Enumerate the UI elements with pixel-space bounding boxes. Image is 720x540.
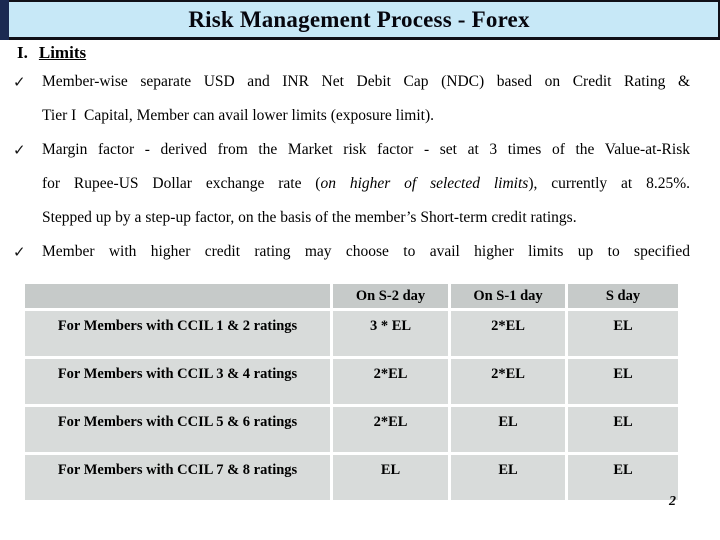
checkmark-icon: ✓ bbox=[13, 141, 26, 159]
bullet-text-line: Margin factor - derived from the Market … bbox=[42, 141, 690, 158]
title-bar: Risk Management Process - Forex bbox=[0, 0, 720, 40]
slide-title: Risk Management Process - Forex bbox=[188, 7, 530, 32]
value-cell: 2*EL bbox=[451, 359, 565, 404]
bullet-item-ndc: ✓ Member-wise separate USD and INR Net D… bbox=[0, 65, 690, 133]
value-cell: EL bbox=[568, 311, 678, 356]
text-segment: for Rupee-US Dollar exchange rate ( bbox=[42, 175, 321, 192]
bullet-list: ✓ Member-wise separate USD and INR Net D… bbox=[0, 65, 690, 269]
limits-table: On S-2 day On S-1 day S day For Members … bbox=[22, 281, 681, 503]
row-label-cell: For Members with CCIL 1 & 2 ratings bbox=[25, 311, 330, 356]
bullet-text-line: Member-wise separate USD and INR Net Deb… bbox=[42, 73, 690, 90]
row-label-cell: For Members with CCIL 3 & 4 ratings bbox=[25, 359, 330, 404]
value-cell: EL bbox=[568, 455, 678, 500]
value-cell: EL bbox=[568, 359, 678, 404]
table-row: For Members with CCIL 7 & 8 ratings EL E… bbox=[25, 455, 678, 500]
value-cell: 3 * EL bbox=[333, 311, 448, 356]
value-cell: EL bbox=[451, 455, 565, 500]
checkmark-icon: ✓ bbox=[13, 73, 26, 91]
bullet-item-higher-limits: ✓ Member with higher credit rating may c… bbox=[0, 235, 690, 269]
header-cell-empty bbox=[25, 284, 330, 308]
bullet-text-line: Tier I Capital, Member can avail lower l… bbox=[42, 107, 435, 124]
header-cell-s2-day: On S-2 day bbox=[333, 284, 448, 308]
value-cell: 2*EL bbox=[451, 311, 565, 356]
checkmark-icon: ✓ bbox=[13, 243, 26, 261]
value-cell: 2*EL bbox=[333, 359, 448, 404]
table-row: For Members with CCIL 1 & 2 ratings 3 * … bbox=[25, 311, 678, 356]
section-numeral: I. bbox=[17, 43, 28, 62]
bullet-text-line: Stepped up by a step-up factor, on the b… bbox=[42, 209, 577, 226]
bullet-text-line: for Rupee-US Dollar exchange rate (on hi… bbox=[42, 167, 690, 201]
corner-accent-block bbox=[0, 0, 9, 40]
table-header-row: On S-2 day On S-1 day S day bbox=[25, 284, 678, 308]
value-cell: 2*EL bbox=[333, 407, 448, 452]
header-cell-s1-day: On S-1 day bbox=[451, 284, 565, 308]
bullet-text-line: Member with higher credit rating may cho… bbox=[42, 243, 690, 260]
italic-text-segment: on higher of selected limits bbox=[320, 175, 529, 192]
value-cell: EL bbox=[568, 407, 678, 452]
section-heading: I. Limits bbox=[17, 43, 86, 63]
section-label: Limits bbox=[38, 43, 87, 62]
value-cell: EL bbox=[333, 455, 448, 500]
row-label-cell: For Members with CCIL 5 & 6 ratings bbox=[25, 407, 330, 452]
row-label-cell: For Members with CCIL 7 & 8 ratings bbox=[25, 455, 330, 500]
page-number: 2 bbox=[669, 494, 676, 509]
header-cell-s-day: S day bbox=[568, 284, 678, 308]
table-row: For Members with CCIL 3 & 4 ratings 2*EL… bbox=[25, 359, 678, 404]
table-row: For Members with CCIL 5 & 6 ratings 2*EL… bbox=[25, 407, 678, 452]
value-cell: EL bbox=[451, 407, 565, 452]
text-segment: ), currently at 8.25%. bbox=[528, 175, 690, 192]
bullet-item-margin-factor: ✓ Margin factor - derived from the Marke… bbox=[0, 133, 690, 235]
